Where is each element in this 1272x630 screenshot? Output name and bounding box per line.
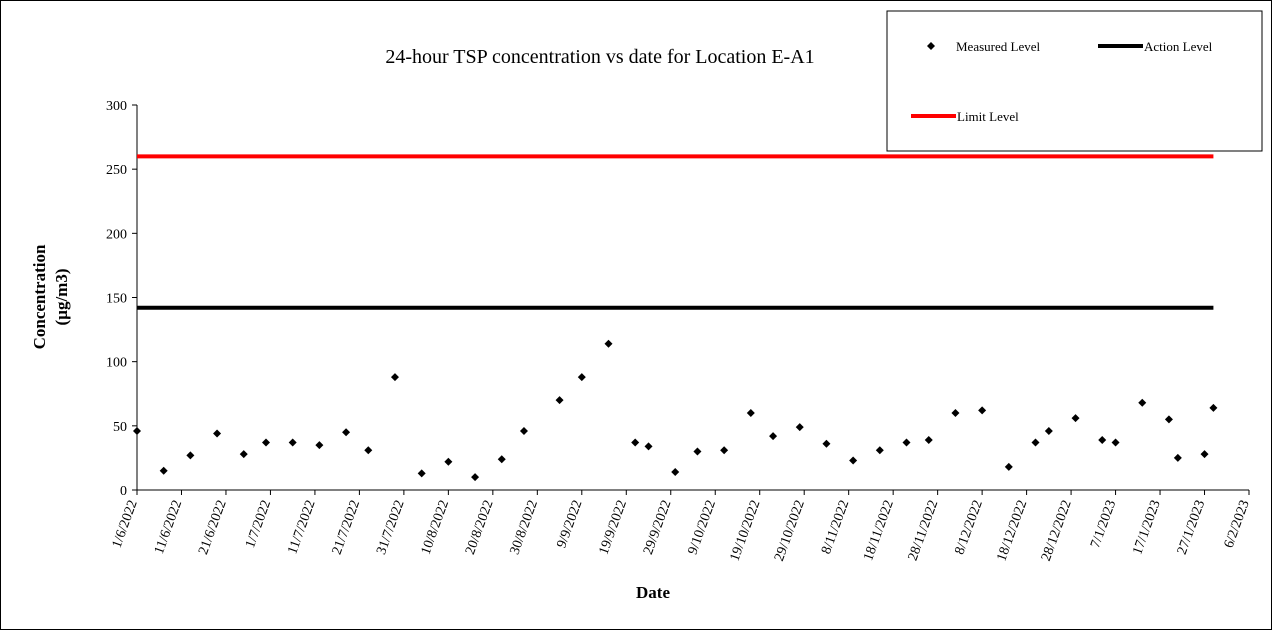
x-tick-label: 29/9/2022 xyxy=(641,498,675,556)
data-point xyxy=(1173,453,1182,462)
data-point xyxy=(1200,450,1209,459)
y-tick-label: 200 xyxy=(106,227,127,242)
x-tick-label: 27/1/2023 xyxy=(1175,498,1209,556)
y-tick-label: 150 xyxy=(106,292,127,307)
data-point xyxy=(746,409,755,417)
y-axis-title-line1: Concentration xyxy=(30,244,49,349)
x-tick-label: 1/6/2022 xyxy=(110,498,141,550)
y-tick-label: 100 xyxy=(106,356,127,371)
data-point xyxy=(720,446,729,455)
x-tick-label: 10/8/2022 xyxy=(419,498,453,556)
x-tick-label: 18/11/2022 xyxy=(861,498,897,563)
measured-points xyxy=(133,339,1218,482)
y-axis-title-line2: (µg/m3) xyxy=(52,268,71,325)
x-tick-label: 21/6/2022 xyxy=(196,498,230,556)
data-point xyxy=(186,451,195,460)
data-point xyxy=(1098,435,1107,444)
x-tick-label: 19/9/2022 xyxy=(597,498,631,556)
x-tick-label: 9/9/2022 xyxy=(554,498,585,550)
data-point xyxy=(795,423,804,432)
legend-label-limit: Limit Level xyxy=(957,109,1019,124)
x-tick-label: 20/8/2022 xyxy=(463,498,497,556)
data-point xyxy=(471,473,480,482)
data-point xyxy=(978,406,987,415)
x-tick-label: 29/10/2022 xyxy=(772,498,808,563)
x-tick-label: 21/7/2022 xyxy=(330,498,364,556)
data-point xyxy=(644,442,653,451)
data-point xyxy=(849,456,858,465)
data-point xyxy=(1209,403,1218,412)
x-tick-label: 11/6/2022 xyxy=(152,498,185,556)
x-tick-label: 17/1/2023 xyxy=(1130,498,1164,556)
legend-label-measured: Measured Level xyxy=(956,39,1040,54)
legend: Measured Level Action Level Limit Level xyxy=(886,10,1263,152)
legend-box xyxy=(886,10,1263,152)
x-tick-label: 8/12/2022 xyxy=(952,498,986,556)
data-point xyxy=(133,426,141,435)
data-point xyxy=(555,396,564,405)
data-point xyxy=(1031,438,1040,447)
data-point xyxy=(261,438,270,447)
data-point xyxy=(769,432,778,441)
data-point xyxy=(693,447,702,456)
data-point xyxy=(1138,398,1147,407)
data-point xyxy=(497,455,506,464)
data-point xyxy=(444,457,453,466)
x-tick-label: 30/8/2022 xyxy=(508,498,542,556)
x-tick-label: 11/7/2022 xyxy=(285,498,318,556)
data-point xyxy=(390,373,399,382)
data-point xyxy=(1004,462,1013,471)
data-point xyxy=(902,438,911,447)
axes: 0 50 100 150 200 250 300 1/6/2022 11/6/2022 21/6/… xyxy=(106,99,1253,563)
data-point xyxy=(364,446,373,455)
reference-lines xyxy=(137,154,1214,310)
x-axis-title: Date xyxy=(636,583,670,602)
data-point xyxy=(951,409,960,417)
y-tick-label: 50 xyxy=(113,420,127,435)
data-point xyxy=(342,428,351,437)
data-point xyxy=(671,468,680,477)
y-tick-label: 300 xyxy=(106,99,127,114)
data-point xyxy=(1044,426,1053,435)
data-point xyxy=(1111,438,1120,447)
y-axis-title: Concentration (µg/m3) xyxy=(30,244,71,349)
legend-label-action: Action Level xyxy=(1144,39,1213,54)
data-point xyxy=(1071,414,1080,423)
y-tick-label: 250 xyxy=(106,163,127,178)
x-tick-label: 7/1/2023 xyxy=(1088,498,1119,550)
x-tick-label: 8/11/2022 xyxy=(819,498,852,556)
data-point xyxy=(417,469,426,478)
data-point xyxy=(1164,415,1173,424)
data-point xyxy=(631,438,640,447)
data-point xyxy=(159,466,168,475)
x-tick-label: 31/7/2022 xyxy=(374,498,408,556)
chart-title: 24-hour TSP concentration vs date for Lo… xyxy=(385,46,814,68)
x-tick-label: 1/7/2022 xyxy=(243,498,274,550)
x-tick-label: 18/12/2022 xyxy=(994,498,1030,563)
data-point xyxy=(288,438,297,447)
data-point xyxy=(519,426,528,435)
data-point xyxy=(822,439,831,448)
x-tick-label: 6/2/2023 xyxy=(1222,498,1253,550)
data-point xyxy=(604,339,613,348)
x-tick-label: 28/12/2022 xyxy=(1039,498,1075,563)
x-tick-label: 9/10/2022 xyxy=(685,498,719,556)
data-point xyxy=(875,446,884,455)
data-point xyxy=(315,441,324,450)
legend-marker-measured xyxy=(927,42,935,50)
x-tick-label: 19/10/2022 xyxy=(728,498,764,563)
data-point xyxy=(924,435,933,444)
data-point xyxy=(213,429,222,438)
x-tick-label: 28/11/2022 xyxy=(906,498,942,563)
data-point xyxy=(577,373,586,382)
y-tick-label: 0 xyxy=(120,484,127,499)
data-point xyxy=(239,450,248,459)
